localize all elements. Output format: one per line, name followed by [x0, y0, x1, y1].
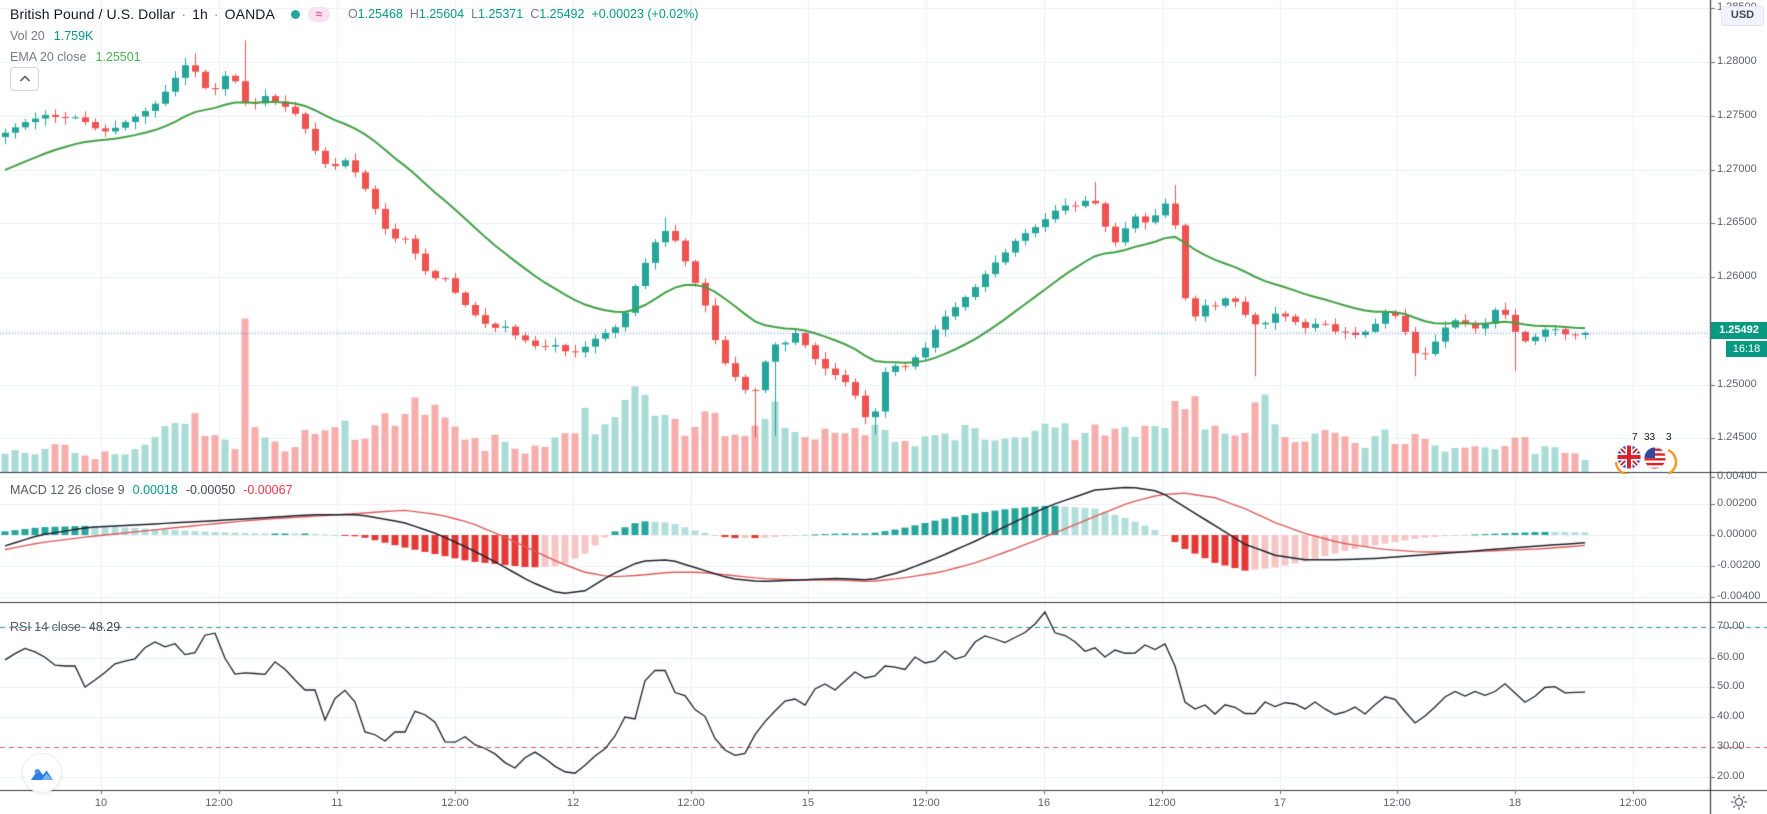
close-label: C — [530, 7, 540, 21]
extended-hours-icon[interactable]: ≈ — [307, 6, 330, 22]
macd-hist-value: 0.00018 — [132, 483, 178, 497]
exchange-label[interactable]: OANDA — [224, 6, 275, 22]
symbol-title[interactable]: British Pound / U.S. Dollar — [10, 6, 176, 22]
mountain-chart-icon — [31, 768, 53, 780]
open-value: 1.25468 — [357, 7, 403, 21]
ema-study-label[interactable]: EMA 20 close — [10, 50, 87, 64]
header-separator: · — [213, 6, 219, 22]
bar-countdown-badge: 16:18 — [1726, 341, 1767, 357]
rsi-study-label[interactable]: RSI 14 close — [10, 620, 81, 634]
macd-study-label[interactable]: MACD 12 26 close 9 — [10, 483, 125, 497]
close-value: 1.25492 — [539, 7, 585, 21]
low-label: L — [471, 7, 479, 21]
ema-study-value: 1.25501 — [95, 50, 141, 64]
usd-flag-icon — [1644, 447, 1666, 469]
volume-study-label[interactable]: Vol 20 — [10, 29, 45, 43]
symbol-header[interactable]: British Pound / U.S. Dollar · 1h · OANDA… — [10, 6, 698, 22]
last-price-badge: 1.25492 — [1711, 322, 1767, 339]
rsi-study-row[interactable]: RSI 14 close 48.29 — [10, 620, 120, 634]
open-label: O — [347, 7, 358, 21]
macd-study-row[interactable]: MACD 12 26 close 9 0.00018 -0.00050 -0.0… — [10, 483, 293, 497]
collapse-studies-button[interactable] — [10, 67, 39, 91]
gear-icon[interactable] — [1729, 792, 1749, 812]
chevron-up-icon — [19, 75, 30, 82]
rsi-value: 48.29 — [88, 620, 121, 634]
market-status-dot-icon[interactable] — [290, 9, 300, 19]
tradingview-logo[interactable] — [22, 753, 62, 793]
low-value: 1.25371 — [478, 7, 524, 21]
event-flags-icon — [1614, 444, 1678, 477]
ema-study-row[interactable]: EMA 20 close 1.25501 — [10, 50, 141, 64]
ohlc-readout: O1.25468 H1.25604 L1.25371 C1.25492 +0.0… — [348, 7, 699, 21]
change-value: +0.00023 (+0.02%) — [591, 7, 699, 21]
header-separator: · — [181, 6, 187, 22]
volume-study-row[interactable]: Vol 20 1.759K — [10, 29, 93, 43]
economic-events-cluster[interactable] — [1608, 430, 1684, 477]
macd-signal-value: -0.00067 — [243, 483, 293, 497]
gbp-flag-icon — [1617, 445, 1641, 469]
interval-label[interactable]: 1h — [192, 6, 208, 22]
macd-line-value: -0.00050 — [185, 483, 236, 497]
volume-study-value: 1.759K — [53, 29, 94, 43]
high-label: H — [409, 7, 419, 21]
high-value: 1.25604 — [418, 7, 465, 21]
currency-badge[interactable]: USD — [1721, 6, 1764, 26]
